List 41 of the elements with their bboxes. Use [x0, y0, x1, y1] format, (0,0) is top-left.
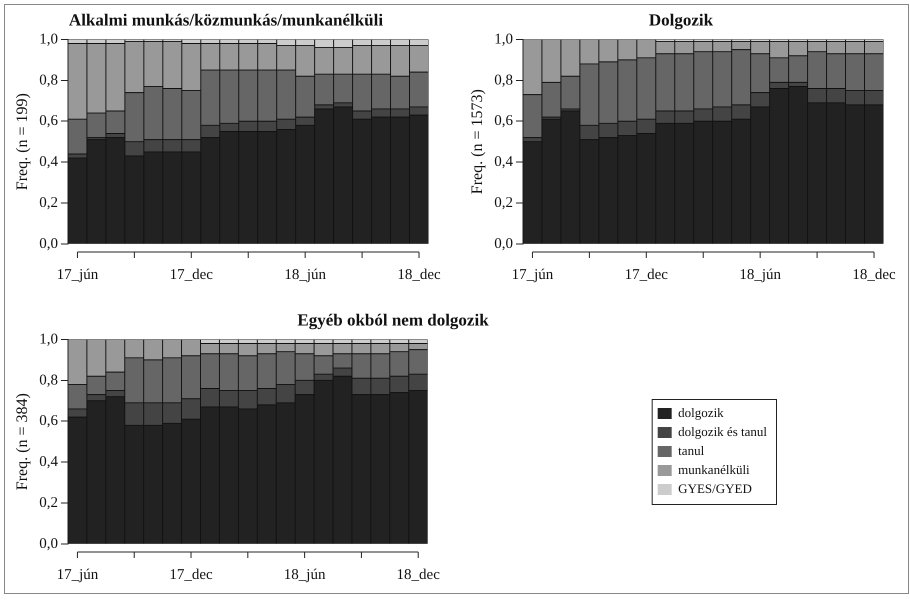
- y-axis-title: Freq. (n = 384): [14, 393, 31, 490]
- y-tick-label: 0,2: [39, 195, 58, 212]
- x-tick-label: 17_jún: [56, 266, 99, 283]
- y-tick-label: 0,0: [39, 536, 58, 552]
- chart-title: Dolgozik: [648, 10, 714, 30]
- y-tick-label: 0,2: [39, 495, 58, 512]
- x-tick-label: 17_dec: [169, 566, 214, 583]
- y-tick-label: 0,0: [39, 236, 58, 252]
- y-tick-label: 0,4: [494, 154, 514, 170]
- legend-label: munkanélküli: [678, 462, 750, 477]
- y-axis-title: Freq. (n = 199): [14, 93, 31, 190]
- y-tick-label: 0,4: [39, 154, 58, 170]
- y-tick-label: 0,6: [39, 413, 58, 430]
- x-tick-label: 18_jún: [284, 566, 326, 583]
- x-tick-label: 18_jún: [284, 266, 326, 283]
- y-tick-label: 0,8: [39, 72, 58, 88]
- y-axis-title: Freq. (n = 1573): [468, 89, 486, 194]
- y-tick-label: 0,6: [494, 113, 514, 130]
- y-tick-label: 1,0: [39, 331, 58, 348]
- legend-label: GYES/GYED: [678, 480, 752, 496]
- y-tick-label: 0,8: [39, 372, 58, 388]
- x-tick-label: 17_jún: [56, 566, 99, 583]
- y-tick-label: 0,4: [39, 454, 58, 470]
- chart-title: Egyéb okból nem dolgozik: [297, 310, 490, 330]
- x-tick-label: 18_dec: [852, 266, 896, 283]
- x-tick-label: 17_jún: [512, 266, 554, 283]
- y-tick-label: 0,0: [494, 236, 513, 252]
- chart-title: Alkalmi munkás/közmunkás/munkanélküli: [68, 10, 384, 30]
- x-tick-label: 18_dec: [396, 566, 440, 583]
- y-tick-label: 1,0: [494, 31, 513, 48]
- y-tick-label: 0,2: [494, 195, 513, 212]
- y-tick-label: 0,6: [39, 113, 58, 130]
- x-tick-label: 18_dec: [397, 266, 442, 283]
- y-tick-label: 0,8: [494, 72, 513, 88]
- legend-label: dolgozik: [678, 404, 724, 420]
- legend-label: dolgozik és tanul: [678, 424, 768, 439]
- legend-label: tanul: [678, 442, 705, 458]
- x-tick-label: 18_jún: [739, 266, 782, 283]
- y-tick-label: 1,0: [39, 31, 58, 48]
- x-tick-label: 17_dec: [624, 266, 668, 283]
- x-tick-label: 17_dec: [170, 266, 214, 283]
